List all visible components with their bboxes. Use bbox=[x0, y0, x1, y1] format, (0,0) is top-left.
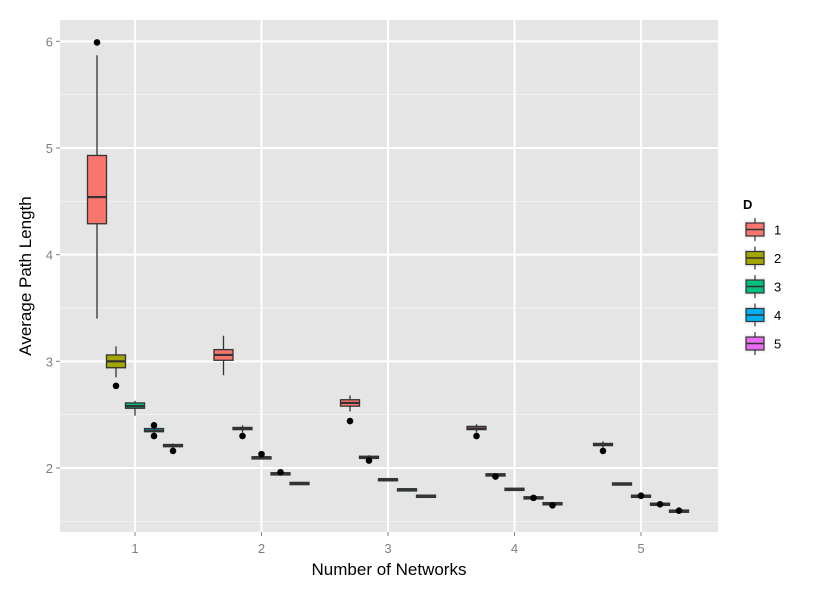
box-outlier bbox=[150, 432, 158, 440]
y-tick-label: 5 bbox=[46, 141, 53, 156]
legend-item: 1 bbox=[743, 218, 781, 241]
box-group bbox=[377, 477, 399, 482]
y-axis-title: Average Path Length bbox=[16, 196, 35, 355]
box-group bbox=[105, 346, 127, 390]
boxes bbox=[86, 39, 690, 514]
box-group bbox=[542, 501, 563, 509]
x-axis-title: Number of Networks bbox=[312, 560, 467, 579]
box-outlier bbox=[112, 382, 120, 390]
legend-title: D bbox=[743, 197, 752, 212]
box-outlier bbox=[169, 447, 177, 455]
major-gridlines bbox=[60, 20, 718, 532]
box-group bbox=[504, 487, 525, 492]
box-outlier bbox=[346, 417, 354, 425]
box-outlier bbox=[599, 447, 607, 455]
box-group bbox=[415, 494, 437, 499]
legend-label: 1 bbox=[774, 223, 781, 238]
box-group bbox=[611, 482, 633, 486]
box-group bbox=[668, 507, 690, 514]
box-group bbox=[466, 424, 487, 440]
y-tick-label: 4 bbox=[46, 248, 53, 263]
box-group bbox=[523, 494, 544, 502]
box-outlier bbox=[239, 432, 246, 440]
box-outlier bbox=[637, 492, 645, 500]
box-group bbox=[358, 455, 380, 464]
box-group bbox=[124, 400, 146, 416]
x-axis: 1 2 3 4 5 bbox=[131, 532, 645, 556]
box-group bbox=[289, 481, 310, 486]
box-outlier bbox=[473, 432, 480, 440]
legend-item: 4 bbox=[743, 303, 781, 327]
x-tick-label: 4 bbox=[511, 541, 518, 556]
x-tick-label: 3 bbox=[384, 541, 391, 556]
legend-label: 4 bbox=[774, 308, 781, 323]
box-outlier bbox=[656, 500, 664, 508]
box-outlier bbox=[365, 457, 373, 464]
box-group bbox=[270, 468, 291, 476]
box-outlier bbox=[492, 473, 499, 480]
box-group bbox=[213, 335, 234, 376]
box-outlier bbox=[277, 468, 284, 476]
box-group bbox=[86, 39, 108, 319]
x-tick-label: 5 bbox=[637, 541, 644, 556]
box-body bbox=[86, 154, 108, 225]
box-outlier bbox=[549, 502, 556, 509]
legend-label: 5 bbox=[774, 337, 781, 352]
box-group bbox=[339, 395, 361, 425]
legend-label: 2 bbox=[774, 251, 781, 266]
box-group bbox=[485, 473, 506, 480]
y-axis: 2 3 4 5 6 bbox=[46, 34, 60, 476]
y-tick-label: 3 bbox=[46, 354, 53, 369]
box-outlier bbox=[530, 494, 537, 502]
x-tick-label: 1 bbox=[131, 541, 138, 556]
legend: D 1 2 3 4 5 bbox=[743, 197, 781, 355]
box-outlier bbox=[675, 507, 683, 514]
legend-label: 3 bbox=[774, 280, 781, 295]
box-group bbox=[649, 500, 671, 508]
legend-item: 2 bbox=[743, 246, 781, 270]
box-outlier bbox=[93, 39, 101, 46]
box-group bbox=[630, 492, 652, 500]
legend-item: 3 bbox=[743, 275, 781, 298]
box-outlier bbox=[258, 450, 265, 458]
x-tick-label: 2 bbox=[258, 541, 265, 556]
y-tick-label: 2 bbox=[46, 461, 53, 476]
box-group bbox=[143, 422, 165, 440]
legend-item: 5 bbox=[743, 332, 781, 355]
box-group bbox=[396, 488, 418, 492]
box-group bbox=[251, 450, 272, 460]
box-outlier bbox=[150, 422, 158, 429]
box-group bbox=[162, 443, 184, 455]
y-tick-label: 6 bbox=[46, 34, 53, 49]
box-group bbox=[592, 441, 614, 455]
box-group bbox=[232, 425, 253, 440]
